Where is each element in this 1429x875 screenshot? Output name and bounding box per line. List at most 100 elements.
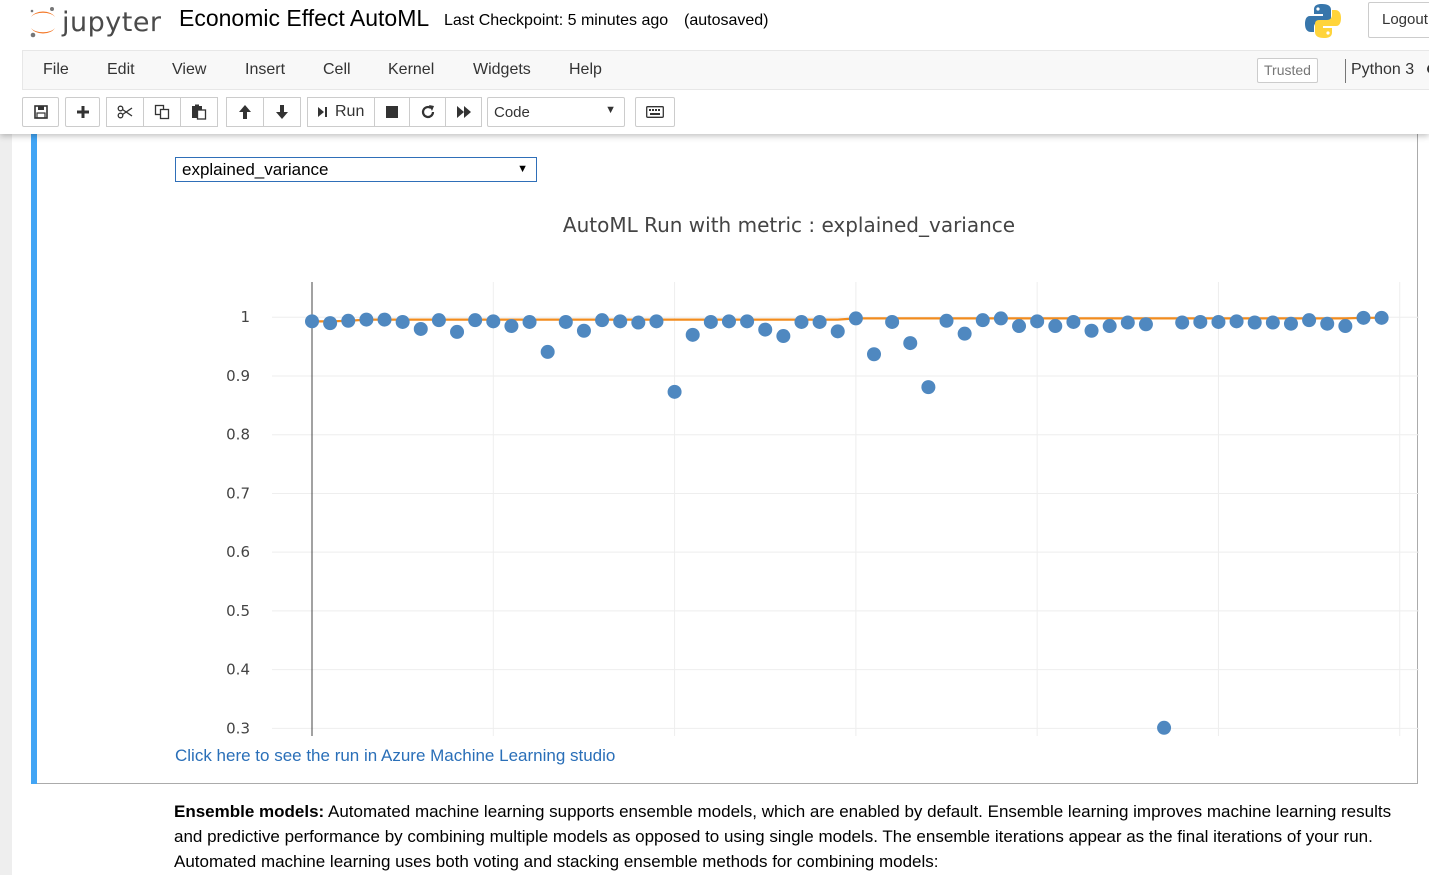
data-point (613, 314, 628, 329)
chart-points (305, 310, 1389, 735)
data-point (1356, 310, 1371, 325)
save-button[interactable] (22, 97, 59, 127)
data-point (450, 324, 465, 339)
data-point (558, 314, 573, 329)
data-point (341, 313, 356, 328)
copy-button[interactable] (143, 97, 181, 127)
cut-button[interactable] (106, 97, 144, 127)
stop-icon (386, 106, 398, 118)
data-point (486, 314, 501, 329)
trusted-indicator[interactable]: Trusted (1257, 58, 1318, 83)
data-point (468, 313, 483, 328)
data-point (1066, 314, 1081, 329)
menu-kernel[interactable]: Kernel (388, 61, 435, 78)
data-point (431, 313, 446, 328)
menu-insert[interactable]: Insert (245, 61, 286, 78)
data-point (395, 314, 410, 329)
menu-help[interactable]: Help (569, 61, 602, 78)
menubar: File Edit View Insert Cell Kernel Widget… (22, 50, 1429, 90)
autosave-status: (autosaved) (684, 12, 769, 29)
data-point (1374, 310, 1389, 325)
cell-type-select[interactable]: Code ▼ (487, 97, 625, 127)
menu-edit[interactable]: Edit (107, 61, 135, 78)
kernel-name[interactable]: Python 3 (1351, 61, 1415, 78)
cell-type-value: Code (494, 104, 530, 121)
keyboard-icon (646, 106, 664, 118)
plus-icon (76, 106, 89, 118)
jupyter-icon (30, 7, 55, 38)
paste-icon (192, 104, 207, 120)
data-point (1012, 319, 1027, 334)
data-point (1193, 314, 1208, 329)
data-point (1175, 315, 1190, 330)
metric-select-value: explained_variance (182, 160, 329, 179)
cell-selection-bar (31, 134, 37, 784)
move-down-button[interactable] (263, 97, 301, 127)
y-tick-label: 0.6 (226, 543, 250, 561)
data-point (631, 315, 646, 330)
checkpoint-status: Last Checkpoint: 5 minutes ago (444, 12, 669, 29)
data-point (1120, 315, 1135, 330)
metric-select[interactable]: explained_variance ▼ (175, 157, 537, 182)
data-point (1030, 314, 1045, 329)
notebook-name[interactable]: Economic Effect AutoML (179, 5, 430, 31)
azure-studio-link[interactable]: Click here to see the run in Azure Machi… (175, 746, 616, 765)
data-point (522, 314, 537, 329)
jupyter-logo[interactable]: jupyter (28, 4, 162, 40)
data-point (721, 314, 736, 329)
data-point (758, 322, 773, 337)
data-point (1302, 313, 1317, 328)
chevron-down-icon: ▼ (605, 104, 616, 116)
logout-button[interactable]: Logout (1368, 2, 1429, 38)
menu-widgets[interactable]: Widgets (473, 61, 531, 78)
data-point (957, 326, 972, 341)
data-point (703, 314, 718, 329)
data-point (595, 313, 610, 328)
chart-grid (272, 282, 1419, 736)
copy-icon (154, 104, 170, 120)
logo-text: jupyter (62, 6, 162, 38)
data-point (649, 314, 664, 329)
data-point (1048, 319, 1063, 334)
data-point (540, 344, 555, 359)
y-tick-label: 0.9 (226, 367, 250, 385)
menu-cell[interactable]: Cell (323, 61, 351, 78)
data-point (740, 314, 755, 329)
markdown-cell[interactable]: Ensemble models: Automated machine learn… (174, 799, 1404, 874)
notebook-page: ⋯ explained_variance ▼ 0.30.40.50.60.70.… (12, 120, 1429, 875)
restart-icon (421, 105, 434, 119)
arrow-up-icon (239, 105, 251, 119)
move-up-button[interactable] (226, 97, 264, 127)
y-tick-label: 1 (240, 308, 250, 326)
run-button[interactable]: Run (307, 97, 375, 127)
restart-button[interactable] (409, 97, 446, 127)
cut-icon (117, 105, 133, 119)
paste-button[interactable] (180, 97, 218, 127)
y-tick-label: 0.3 (226, 719, 250, 736)
data-point (776, 329, 791, 344)
chart-title: AutoML Run with metric : explained_varia… (563, 213, 1015, 237)
interrupt-button[interactable] (374, 97, 410, 127)
menu-file[interactable]: File (43, 61, 69, 78)
kernel-status-icon (1427, 64, 1429, 74)
run-label: Run (335, 103, 365, 120)
data-point (1211, 314, 1226, 329)
data-point (867, 347, 881, 362)
ensemble-text: Automated machine learning supports ense… (174, 802, 1392, 871)
data-point (1247, 315, 1262, 330)
ensemble-heading: Ensemble models: (174, 802, 325, 821)
fast-forward-icon (456, 106, 471, 118)
restart-run-all-button[interactable] (445, 97, 482, 127)
code-cell-selected[interactable]: ⋯ explained_variance ▼ 0.30.40.50.60.70.… (31, 120, 1419, 784)
data-point (323, 316, 338, 331)
data-point (939, 313, 954, 328)
menu-view[interactable]: View (172, 61, 207, 78)
data-point (576, 323, 591, 338)
y-tick-label: 0.4 (226, 661, 250, 679)
command-palette-button[interactable] (635, 97, 675, 127)
data-point (1084, 323, 1099, 338)
data-point (413, 321, 428, 336)
data-point (1138, 317, 1153, 332)
data-point (667, 384, 682, 399)
insert-cell-button[interactable] (65, 97, 100, 127)
